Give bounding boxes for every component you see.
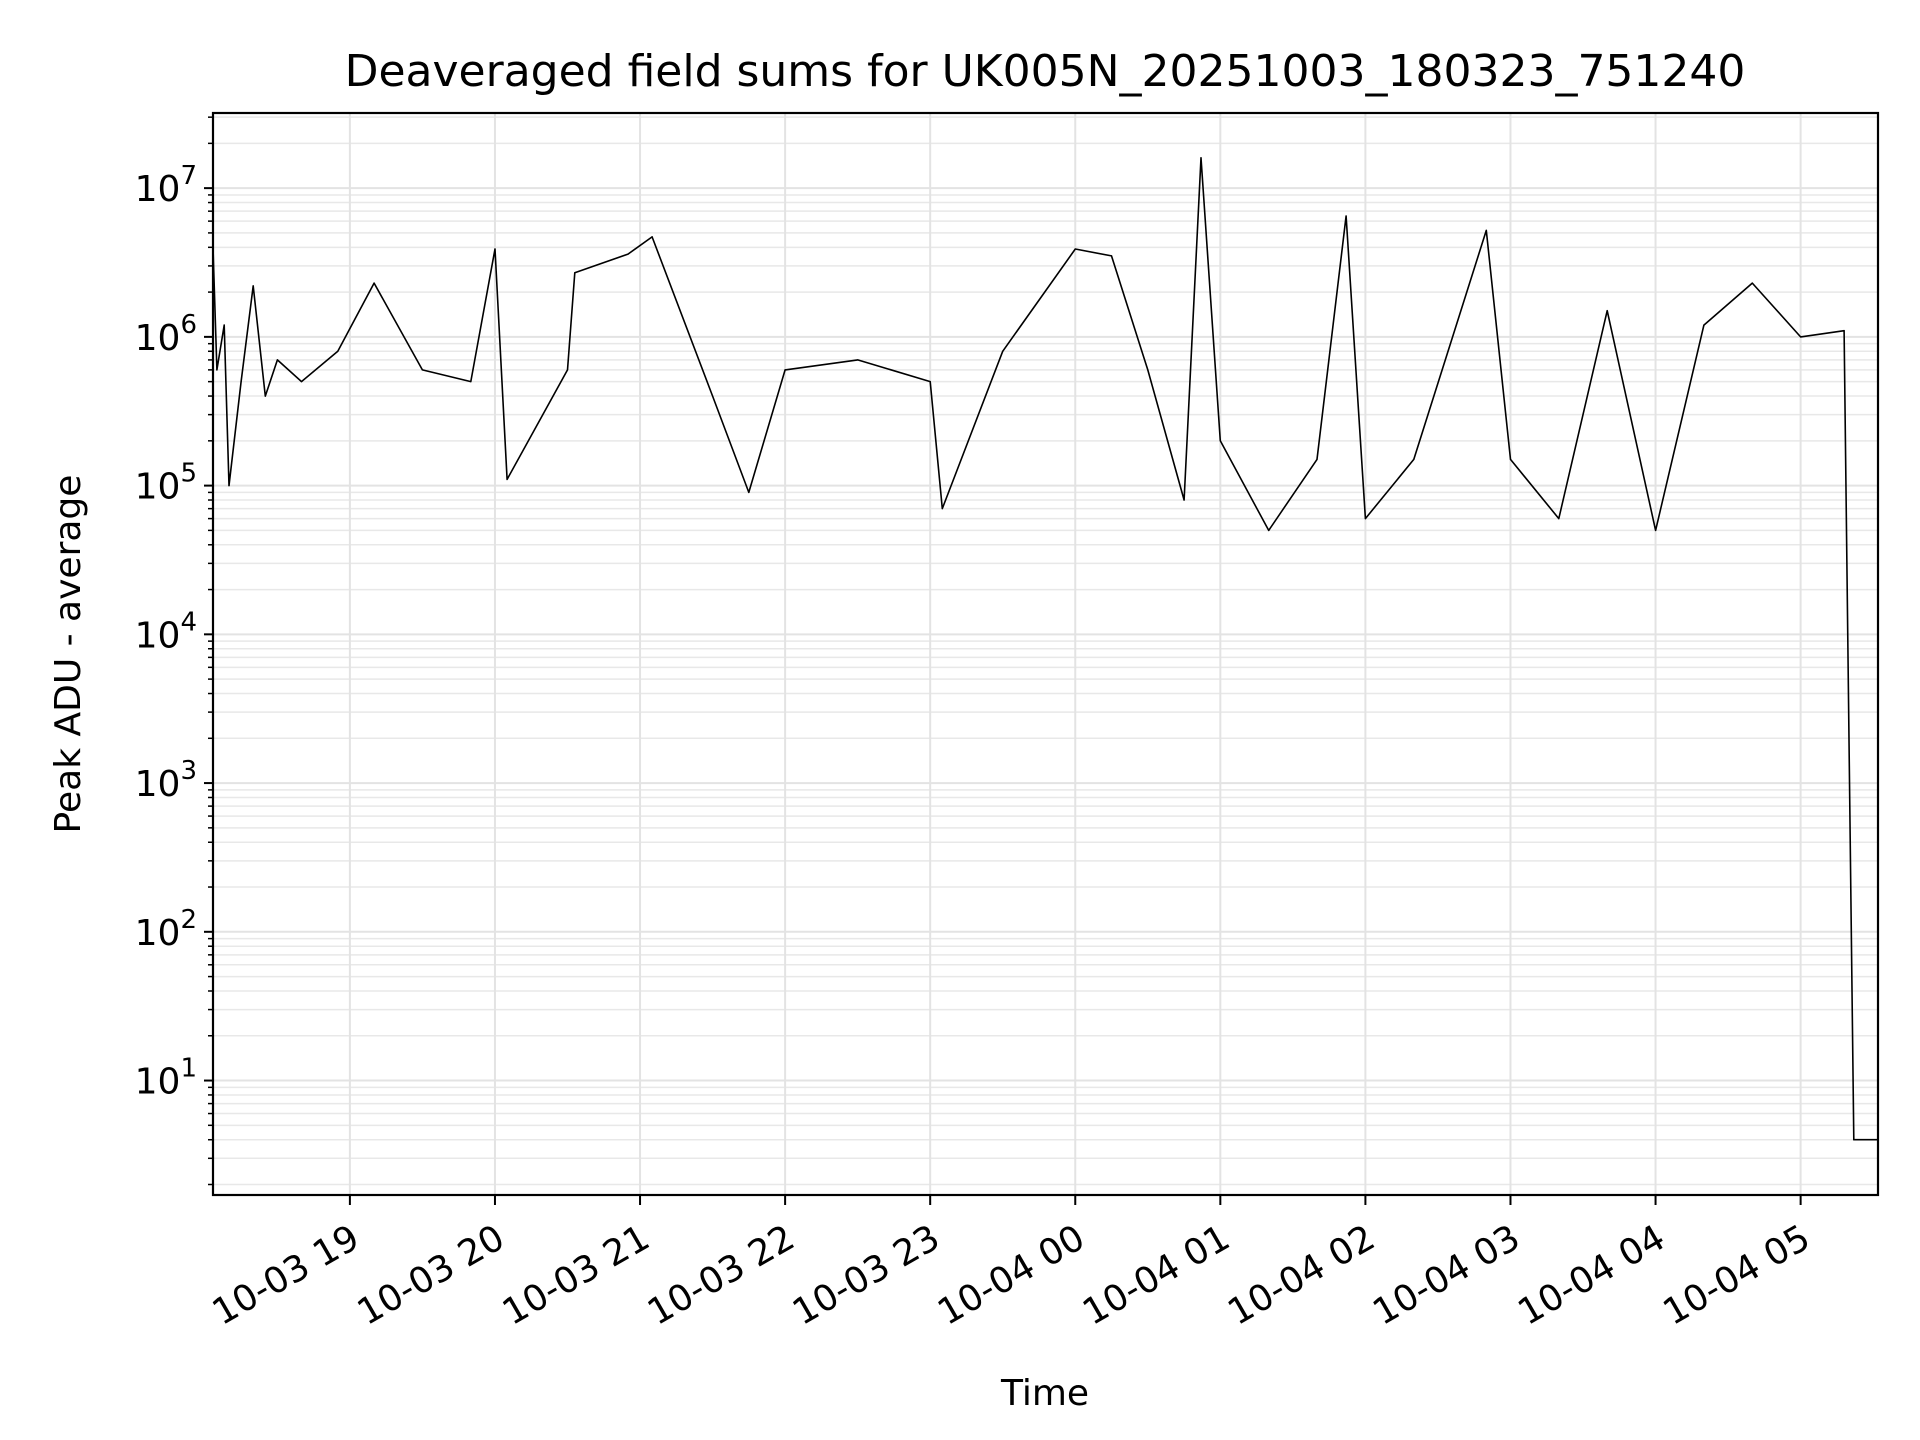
y-tick-label: 106 bbox=[135, 310, 197, 359]
y-tick-label: 101 bbox=[135, 1054, 197, 1103]
data-point bbox=[1183, 499, 1185, 501]
y-tick-label: 103 bbox=[135, 756, 197, 805]
y-axis-label: Peak ADU - average bbox=[48, 475, 89, 834]
data-point bbox=[1345, 215, 1347, 217]
y-tick-label: 105 bbox=[135, 459, 197, 508]
data-point bbox=[566, 369, 569, 371]
data-point bbox=[228, 485, 230, 487]
data-point bbox=[1853, 1139, 1855, 1141]
x-axis-label: Time bbox=[1000, 1373, 1089, 1414]
data-point bbox=[1606, 310, 1608, 312]
y-tick-label: 107 bbox=[135, 161, 197, 210]
data-point bbox=[712, 395, 714, 397]
data-point bbox=[1074, 248, 1076, 250]
data-point bbox=[1413, 458, 1415, 460]
data-point bbox=[470, 381, 472, 383]
data-point bbox=[506, 478, 508, 480]
data-point bbox=[1751, 282, 1753, 284]
data-point bbox=[1268, 529, 1270, 532]
data-point bbox=[784, 369, 786, 371]
data-point bbox=[252, 285, 254, 287]
data-point bbox=[1800, 336, 1802, 338]
y-tick-label: 104 bbox=[135, 607, 197, 656]
data-point bbox=[1364, 518, 1366, 520]
data-point bbox=[216, 369, 218, 371]
y-tick-label: 102 bbox=[135, 905, 197, 954]
data-point bbox=[300, 381, 303, 383]
data-point bbox=[929, 381, 931, 383]
data-point bbox=[337, 350, 339, 352]
data-point bbox=[276, 359, 278, 361]
series-line bbox=[212, 157, 1878, 1141]
chart-title: Deaveraged field sums for UK005N_2025100… bbox=[345, 46, 1746, 97]
data-point bbox=[264, 395, 266, 397]
data-point bbox=[941, 508, 943, 510]
data-point bbox=[1558, 518, 1560, 520]
data-point bbox=[373, 282, 375, 284]
data-point bbox=[1843, 330, 1845, 332]
data-point bbox=[1509, 458, 1512, 460]
data-point bbox=[1200, 157, 1202, 159]
data-point bbox=[1110, 255, 1113, 257]
data-series bbox=[212, 157, 1879, 1141]
data-point bbox=[748, 491, 750, 493]
data-point bbox=[1002, 350, 1004, 352]
data-point bbox=[223, 324, 225, 326]
data-point bbox=[651, 236, 653, 238]
data-point bbox=[1219, 440, 1221, 442]
axes-frame bbox=[211, 111, 1880, 1197]
grid bbox=[213, 113, 1878, 1195]
data-point bbox=[240, 381, 242, 383]
data-point bbox=[574, 272, 576, 274]
data-point bbox=[1485, 229, 1487, 231]
data-point bbox=[421, 369, 423, 371]
data-point bbox=[1703, 324, 1705, 326]
data-point bbox=[494, 248, 496, 250]
data-point bbox=[1316, 458, 1318, 460]
data-point bbox=[1655, 529, 1657, 532]
data-point bbox=[857, 359, 859, 361]
data-point bbox=[627, 253, 629, 255]
data-point bbox=[1147, 369, 1149, 371]
